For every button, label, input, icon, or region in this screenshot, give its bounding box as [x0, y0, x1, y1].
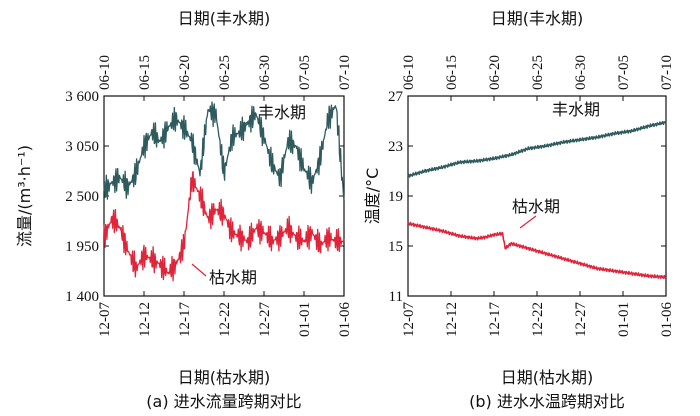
bottom-tick-label: 01-06 — [659, 302, 675, 337]
top-tick-label: 06-15 — [444, 55, 460, 90]
panel-b-annotation-wet: 丰水期 — [552, 100, 600, 119]
panel-a-annotation-dry: 枯水期 — [209, 268, 257, 287]
panel-a-flow: 日期(丰水期) 06-10 06-15 06-20 06-25 06-30 07-05 07… — [15, 9, 353, 411]
panel-a-caption: (a) 进水流量跨期对比 — [146, 392, 301, 411]
panel-b-bottom-xlabel: 日期(枯水期) — [501, 368, 594, 387]
top-tick-label: 06-10 — [97, 55, 113, 90]
top-tick-label: 07-10 — [337, 55, 353, 90]
y-tick-label: 27 — [388, 89, 404, 105]
panel-b-y-ticks: 11 15 19 23 27 — [388, 89, 666, 305]
series-line-dry — [407, 221, 667, 280]
top-tick-label: 06-10 — [401, 55, 417, 90]
panel-a-y-ticks: 1 400 1 950 2 500 3 050 3 600 — [65, 89, 344, 305]
top-tick-label: 07-05 — [297, 55, 313, 90]
panel-b-bottom-ticks: 12-07 12-12 12-17 12-22 12-27 01-01 01-06 — [401, 291, 675, 337]
panel-b-top-ticks: 06-10 06-15 06-20 06-25 06-30 07-05 07-10 — [401, 55, 675, 101]
y-tick-label: 2 500 — [65, 189, 99, 205]
y-tick-label: 19 — [388, 189, 403, 205]
annotation-leader-wet — [239, 115, 256, 129]
y-tick-label: 1 950 — [65, 239, 99, 255]
bottom-tick-label: 12-12 — [137, 302, 153, 337]
top-tick-label: 06-30 — [573, 55, 589, 90]
bottom-tick-label: 01-01 — [616, 302, 632, 337]
panel-a-top-xlabel: 日期(丰水期) — [178, 9, 271, 28]
panel-b-caption: (b) 进水水温跨期对比 — [469, 392, 625, 411]
panel-b-annotation-dry: 枯水期 — [512, 197, 560, 216]
panel-b-series — [407, 121, 667, 280]
panel-a-series — [103, 101, 345, 282]
bottom-tick-label: 12-12 — [444, 302, 460, 337]
bottom-tick-label: 12-22 — [217, 302, 233, 337]
annotation-leader-dry — [191, 263, 207, 277]
top-tick-label: 06-30 — [257, 55, 273, 90]
annotation-leader-dry-b — [519, 215, 537, 229]
y-tick-label: 3 050 — [65, 139, 99, 155]
top-tick-label: 06-20 — [177, 55, 193, 90]
bottom-tick-label: 12-27 — [257, 302, 273, 337]
panel-b-ylabel: 温度/°C — [363, 168, 382, 225]
bottom-tick-label: 12-07 — [401, 302, 417, 337]
bottom-tick-label: 12-27 — [573, 302, 589, 337]
series-line-wet — [103, 101, 345, 201]
bottom-tick-label: 01-06 — [337, 302, 353, 337]
panel-a-bottom-xlabel: 日期(枯水期) — [178, 368, 271, 387]
panel-a-frame — [103, 95, 345, 297]
panel-b-temperature: 日期(丰水期) 06-10 06-15 06-20 06-25 06-30 07-05 07… — [363, 9, 675, 411]
top-tick-label: 07-10 — [659, 55, 675, 90]
panel-a-bottom-ticks: 12-07 12-12 12-17 12-22 12-27 01-01 01-06 — [97, 291, 353, 337]
series-line-wet — [407, 121, 667, 178]
y-tick-label: 11 — [389, 289, 403, 305]
top-tick-label: 07-05 — [616, 55, 632, 90]
y-tick-label: 3 600 — [65, 89, 99, 105]
top-tick-label: 06-15 — [137, 55, 153, 90]
panel-a-ylabel: 流量/(m³·h⁻¹) — [15, 145, 34, 247]
panel-a-top-ticks: 06-10 06-15 06-20 06-25 06-30 07-05 07-10 — [97, 55, 353, 101]
panel-b-frame — [407, 95, 667, 297]
bottom-tick-label: 12-17 — [487, 302, 503, 337]
bottom-tick-label: 12-17 — [177, 302, 193, 337]
panel-b-top-xlabel: 日期(丰水期) — [491, 9, 584, 28]
bottom-tick-label: 01-01 — [297, 302, 313, 337]
top-tick-label: 06-25 — [217, 55, 233, 90]
bottom-tick-label: 12-07 — [97, 302, 113, 337]
bottom-tick-label: 12-22 — [530, 302, 546, 337]
top-tick-label: 06-20 — [487, 55, 503, 90]
y-tick-label: 15 — [388, 239, 403, 255]
y-tick-label: 1 400 — [65, 289, 99, 305]
series-line-dry — [103, 171, 345, 282]
y-tick-label: 23 — [388, 139, 403, 155]
top-tick-label: 06-25 — [530, 55, 546, 90]
panel-a-annotation-wet: 丰水期 — [258, 103, 306, 122]
